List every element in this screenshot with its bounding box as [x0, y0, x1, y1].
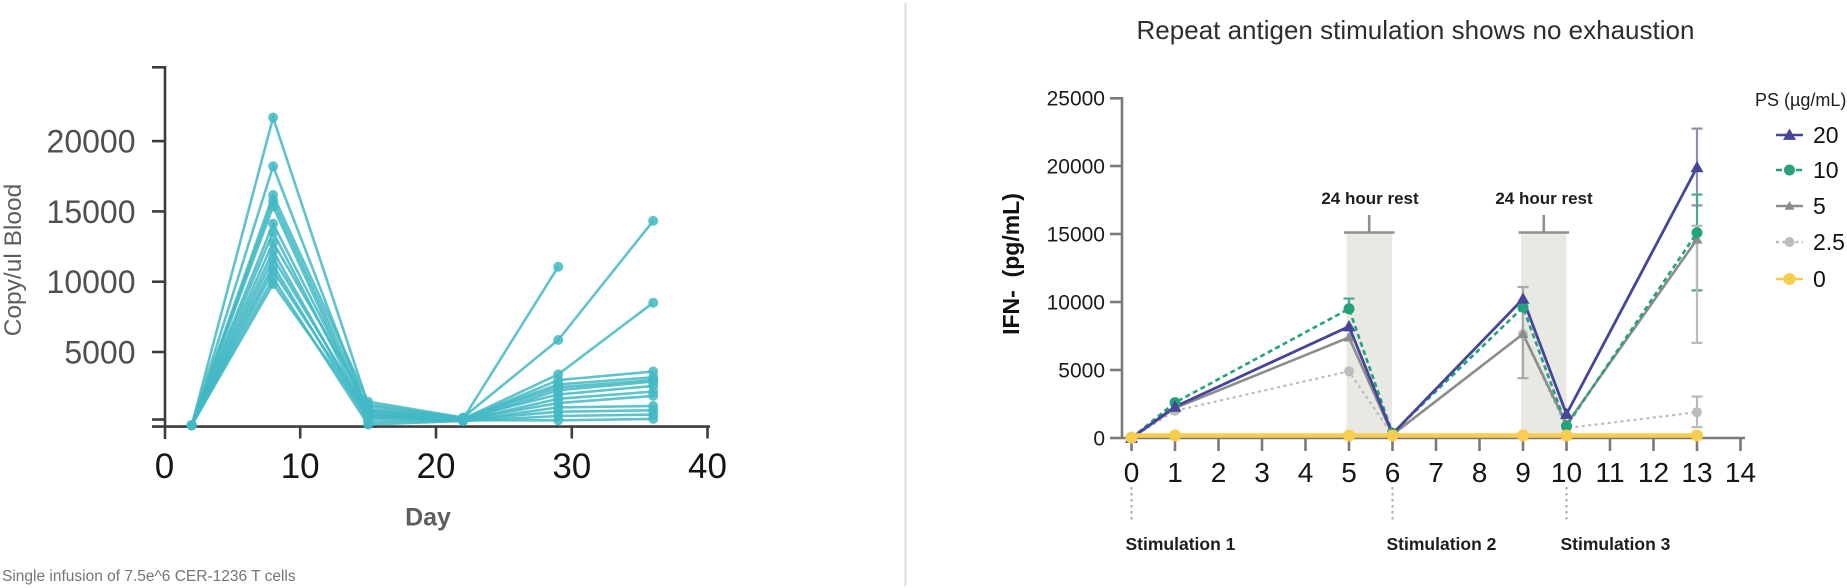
svg-text:20: 20 — [417, 447, 456, 486]
svg-text:Repeat antigen stimulation sho: Repeat antigen stimulation shows no exha… — [1137, 15, 1695, 45]
svg-text:5: 5 — [1813, 193, 1826, 219]
svg-text:10: 10 — [281, 447, 320, 486]
svg-text:Stimulation 3: Stimulation 3 — [1561, 534, 1671, 554]
svg-text:14: 14 — [1725, 457, 1756, 488]
svg-text:20: 20 — [1813, 122, 1839, 148]
svg-text:Day: Day — [405, 504, 451, 532]
svg-text:15000: 15000 — [47, 194, 136, 230]
svg-text:Single infusion of 7.5e^6 CER-: Single infusion of 7.5e^6 CER-1236 T cel… — [2, 568, 296, 585]
svg-text:PS (µg/mL): PS (µg/mL) — [1755, 90, 1846, 110]
svg-text:3: 3 — [1254, 457, 1270, 488]
svg-text:10000: 10000 — [1047, 292, 1105, 315]
svg-text:10: 10 — [1813, 157, 1839, 183]
svg-text:2: 2 — [1211, 457, 1227, 488]
svg-text:20000: 20000 — [47, 124, 136, 160]
svg-text:1: 1 — [1167, 457, 1183, 488]
svg-text:7: 7 — [1428, 457, 1444, 488]
svg-text:9: 9 — [1515, 457, 1531, 488]
svg-text:12: 12 — [1638, 457, 1669, 488]
svg-text:30: 30 — [552, 447, 591, 486]
svg-text:0: 0 — [1813, 266, 1826, 292]
svg-text:5: 5 — [1341, 457, 1357, 488]
svg-text:24 hour rest: 24 hour rest — [1321, 189, 1419, 208]
svg-text:24 hour rest: 24 hour rest — [1495, 189, 1593, 208]
svg-text:4: 4 — [1298, 457, 1314, 488]
svg-text:20000: 20000 — [1047, 156, 1105, 179]
svg-text:5000: 5000 — [1058, 360, 1105, 383]
svg-text:10000: 10000 — [47, 264, 136, 300]
svg-text:25000: 25000 — [1047, 88, 1105, 111]
svg-text:11: 11 — [1595, 457, 1624, 488]
svg-text:IFN- (pg/mL): IFN- (pg/mL) — [998, 193, 1024, 335]
svg-text:2.5: 2.5 — [1813, 229, 1845, 255]
svg-text:Stimulation 2: Stimulation 2 — [1387, 534, 1497, 554]
svg-text:0: 0 — [1124, 457, 1140, 488]
svg-text:40: 40 — [688, 447, 727, 486]
svg-text:6: 6 — [1385, 457, 1401, 488]
svg-text:Stimulation 1: Stimulation 1 — [1126, 534, 1236, 554]
svg-text:13: 13 — [1681, 457, 1712, 488]
svg-text:0: 0 — [1093, 428, 1105, 451]
svg-text:8: 8 — [1472, 457, 1488, 488]
svg-text:0: 0 — [155, 447, 174, 486]
svg-text:10: 10 — [1551, 457, 1582, 488]
svg-text:5000: 5000 — [64, 335, 135, 371]
svg-text:15000: 15000 — [1047, 224, 1105, 247]
svg-text:Copy/ul Blood: Copy/ul Blood — [0, 184, 27, 337]
